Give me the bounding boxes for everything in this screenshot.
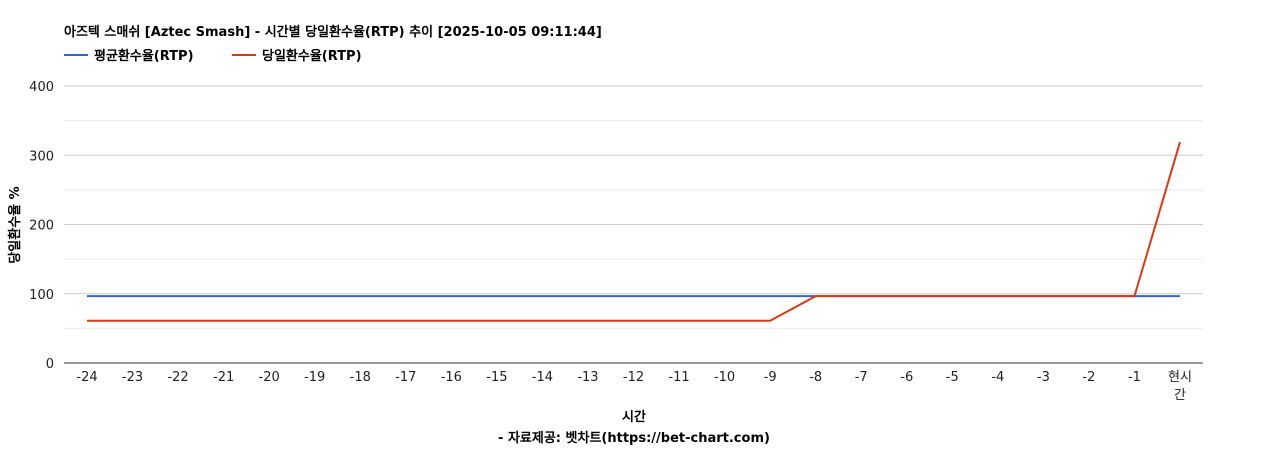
x-tick-label: -23 (122, 370, 143, 385)
y-tick-label: 0 (46, 357, 54, 372)
x-tick-label: -3 (1037, 370, 1050, 385)
x-tick-label: -17 (395, 370, 416, 385)
chart-title: 아즈텍 스매쉬 [Aztec Smash] - 시간별 당일환수율(RTP) 추… (64, 24, 602, 40)
y-axis-title: 당일환수율 % (7, 186, 23, 263)
x-tick-label: -16 (441, 370, 462, 385)
series-line-2 (87, 141, 1181, 322)
legend-label: 평균환수율(RTP) (94, 48, 194, 64)
x-tick-label: -13 (577, 370, 598, 385)
x-tick-label: -7 (855, 370, 868, 385)
source-credit: - 자료제공: 벳차트(https://bet-chart.com) (498, 430, 770, 446)
x-axis-title: 시간 (622, 409, 646, 425)
x-tick-label: 현시 간 (1168, 370, 1192, 403)
y-tick-label: 100 (29, 288, 54, 303)
x-tick-label: -12 (623, 370, 644, 385)
x-tick-label: -4 (991, 370, 1004, 385)
x-tick-label: -15 (486, 370, 507, 385)
x-tick-label: -5 (946, 370, 959, 385)
x-tick-label: -24 (76, 370, 97, 385)
x-tick-label: -1 (1128, 370, 1141, 385)
x-tick-label: -10 (714, 370, 735, 385)
x-tick-label: -14 (532, 370, 553, 385)
x-tick-label: -8 (809, 370, 822, 385)
x-tick-label: -20 (259, 370, 280, 385)
y-tick-label: 400 (29, 80, 54, 95)
x-tick-label: -22 (167, 370, 188, 385)
x-tick-label: -2 (1082, 370, 1095, 385)
y-tick-label: 200 (29, 219, 54, 234)
x-tick-label: -6 (900, 370, 913, 385)
x-tick-label: -11 (668, 370, 689, 385)
x-tick-label: -9 (764, 370, 777, 385)
x-tick-label: -19 (304, 370, 325, 385)
legend-label: 당일환수율(RTP) (262, 48, 362, 64)
y-tick-label: 300 (29, 149, 54, 164)
x-tick-label: -18 (350, 370, 371, 385)
x-tick-label: -21 (213, 370, 234, 385)
